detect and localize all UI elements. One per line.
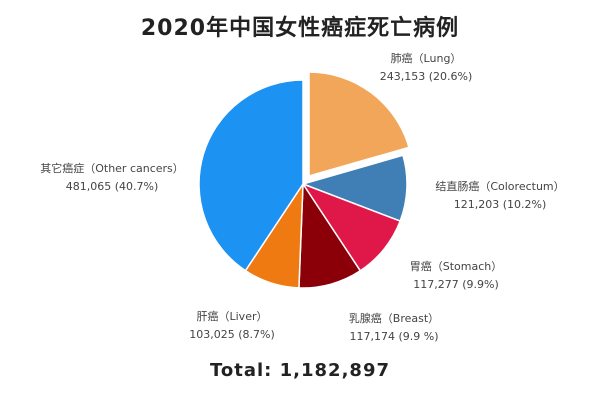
slice-value-3: 117,174 (9.9 %) [349,330,438,343]
slice-value-0: 243,153 (20.6%) [380,70,473,83]
slice-label-5: 其它癌症（Other cancers） [40,161,184,175]
slice-label-4: 肝癌（Liver） [197,309,268,323]
pie-slice-0 [308,71,410,178]
slice-label-0: 肺癌（Lung） [391,51,462,65]
slice-value-5: 481,065 (40.7%) [66,180,159,193]
slice-label-1: 结直肠癌（Colorectum） [435,179,564,193]
slice-value-2: 117,277 (9.9%) [413,278,499,291]
slice-value-4: 103,025 (8.7%) [189,328,275,341]
slice-value-1: 121,203 (10.2%) [454,198,547,211]
slice-label-2: 胃癌（Stomach） [410,259,503,273]
total-label: Total: 1,182,897 [210,360,390,381]
pie-slice-5 [198,79,304,272]
slice-label-3: 乳腺癌（Breast） [349,311,439,325]
chart-title: 2020年中国女性癌症死亡病例 [140,16,460,41]
